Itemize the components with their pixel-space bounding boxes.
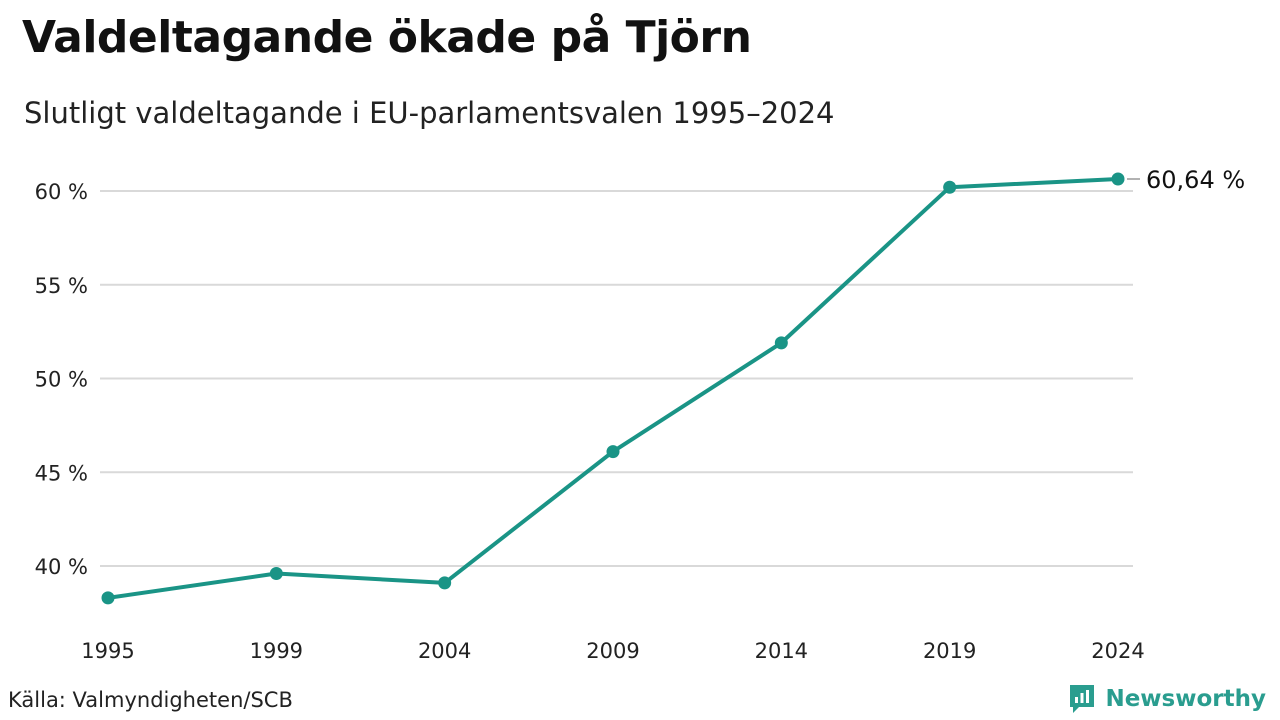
grid-lines	[100, 190, 1133, 567]
end-label: 60,64 %	[1146, 166, 1245, 194]
x-tick-label-2024: 2024	[1091, 639, 1144, 663]
end-label-group: 60,64 %	[1127, 166, 1245, 194]
y-tick-label-40: 40 %	[35, 555, 88, 579]
x-tick-label-2014: 2014	[755, 639, 808, 663]
chart-title: Valdeltagande ökade på Tjörn	[22, 12, 752, 63]
brand-name: Newsworthy	[1105, 686, 1266, 712]
x-tick-label-2004: 2004	[418, 639, 471, 663]
y-tick-label-60: 60 %	[35, 180, 88, 204]
data-point-1999[interactable]	[269, 567, 283, 580]
y-tick-label-50: 50 %	[35, 368, 88, 392]
data-point-2014[interactable]	[774, 336, 788, 350]
x-tick-label-2019: 2019	[923, 639, 976, 663]
data-point-2019[interactable]	[943, 180, 957, 194]
x-axis-ticks: 1995 1999 2004 2009 2014 2019 2024	[81, 639, 1144, 663]
brand-logo[interactable]: Newsworthy	[1067, 682, 1266, 716]
data-point-2004[interactable]	[438, 576, 452, 590]
data-point-2024[interactable]	[1111, 172, 1125, 186]
newsworthy-logo-icon	[1070, 685, 1095, 713]
y-axis-ticks: 40 % 45 % 50 % 55 % 60 %	[35, 180, 88, 579]
x-tick-label-2009: 2009	[586, 639, 639, 663]
y-tick-label-55: 55 %	[35, 274, 88, 298]
y-tick-label-45: 45 %	[35, 461, 88, 485]
series-turnout	[101, 172, 1125, 605]
data-point-1995[interactable]	[101, 591, 115, 605]
series-line	[106, 177, 1120, 600]
chart-subtitle: Slutligt valdeltagande i EU-parlamentsva…	[24, 96, 835, 130]
x-tick-label-1999: 1999	[250, 639, 303, 663]
data-point-2009[interactable]	[606, 445, 620, 459]
source-note: Källa: Valmyndigheten/SCB	[8, 688, 293, 712]
x-tick-label-1995: 1995	[81, 639, 134, 663]
